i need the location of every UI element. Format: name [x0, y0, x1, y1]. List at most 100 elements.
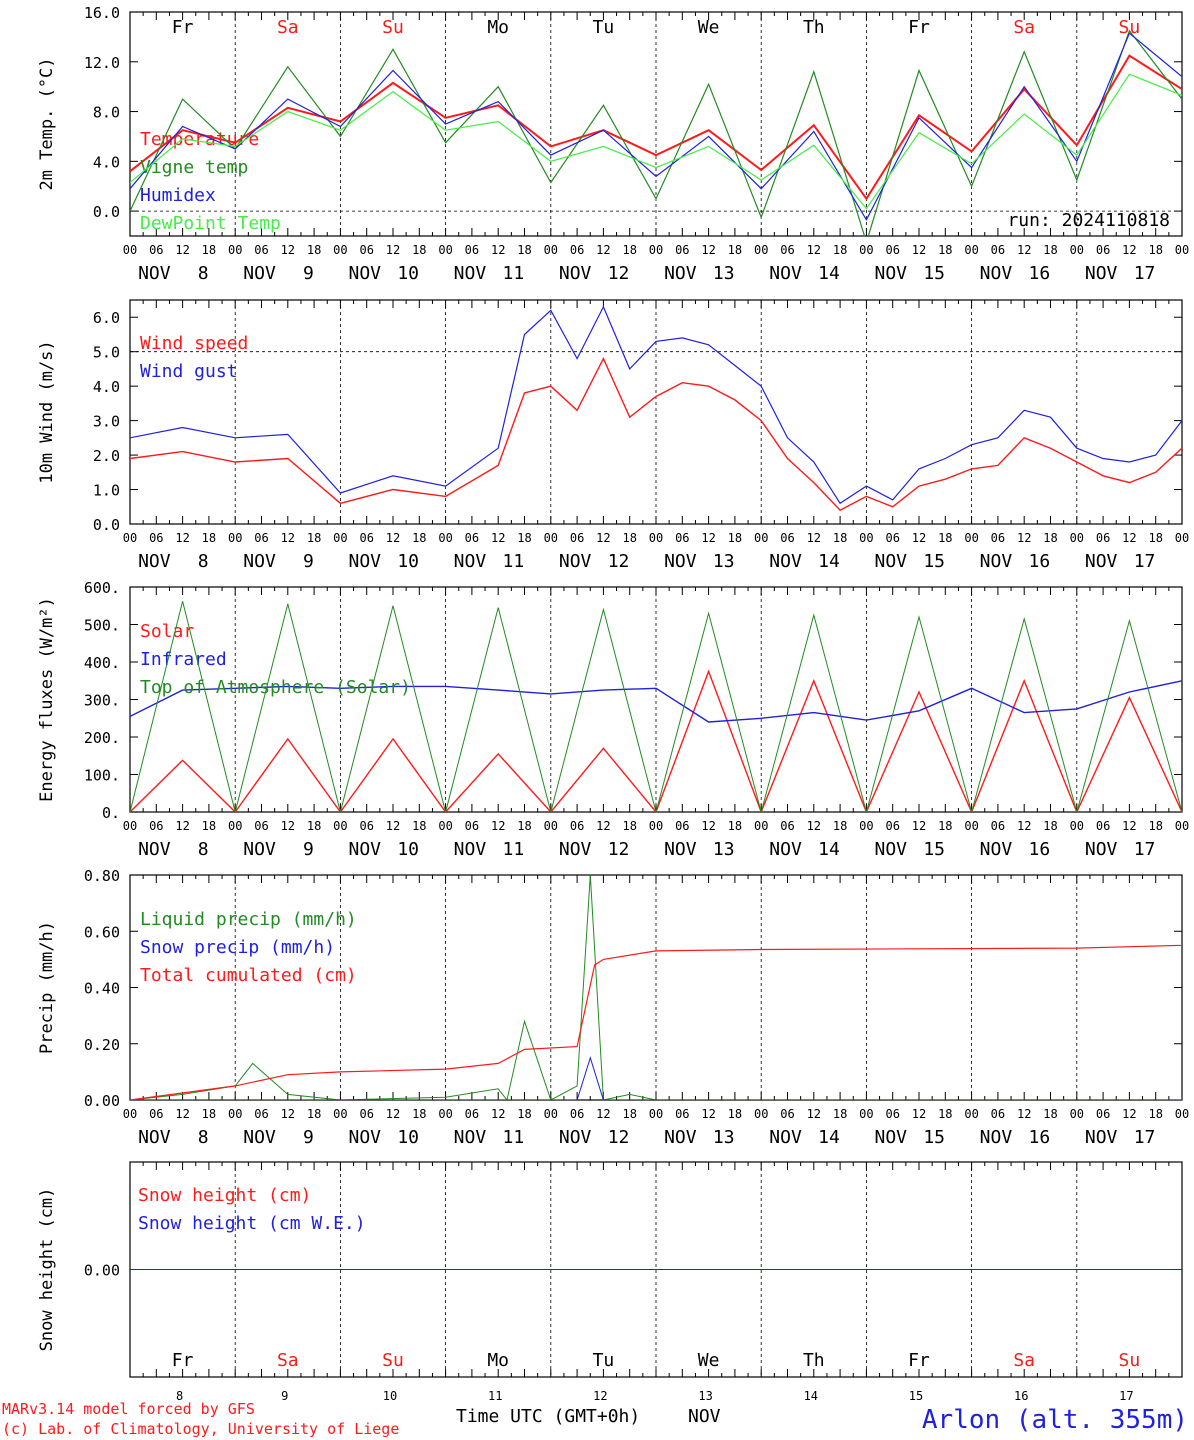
- month-label: NOV: [1085, 1127, 1118, 1148]
- hour-tick-label: 18: [1043, 819, 1057, 833]
- day-number-label: 8: [198, 1127, 209, 1148]
- hour-tick-label: 18: [1148, 1107, 1162, 1121]
- hour-tick-label: 00: [964, 819, 978, 833]
- hour-tick-label: 12: [596, 531, 610, 545]
- hour-tick-label: 12: [281, 531, 295, 545]
- hour-tick-label: 00: [649, 531, 663, 545]
- hour-tick-label: 18: [833, 243, 847, 257]
- hour-tick-label: 18: [307, 819, 321, 833]
- month-label: NOV: [980, 839, 1013, 860]
- legend-entry: Temperature: [140, 129, 259, 150]
- hour-tick-label: 06: [885, 819, 899, 833]
- hour-tick-label: 12: [175, 531, 189, 545]
- y-axis-label: 10m Wind (m/s): [37, 340, 57, 483]
- day-number-label: 12: [608, 551, 630, 572]
- day-number-label: 17: [1134, 1127, 1156, 1148]
- legend-entry: DewPoint Temp: [140, 213, 281, 234]
- legend-entry: Wind speed: [140, 333, 248, 354]
- hour-tick-label: 18: [412, 819, 426, 833]
- day-number-label: 8: [198, 551, 209, 572]
- day-number-label: 11: [488, 1389, 502, 1403]
- hour-tick-label: 00: [438, 531, 452, 545]
- hour-tick-label: 12: [1017, 1107, 1031, 1121]
- hour-tick-label: 00: [1175, 819, 1189, 833]
- hour-tick-label: 06: [570, 531, 584, 545]
- legend-entry: Snow height (cm W.E.): [138, 1213, 366, 1234]
- hour-tick-label: 06: [359, 1107, 373, 1121]
- hour-tick-label: 06: [359, 819, 373, 833]
- weekday-label: Mo: [487, 1350, 509, 1371]
- month-label: NOV: [559, 839, 592, 860]
- series-line-1: [130, 54, 1182, 201]
- y-axis-label: Energy fluxes (W/m²): [37, 597, 57, 802]
- hour-tick-label: 12: [807, 243, 821, 257]
- hour-tick-label: 12: [807, 531, 821, 545]
- hour-tick-label: 12: [281, 1107, 295, 1121]
- hour-tick-label: 12: [1017, 819, 1031, 833]
- weekday-label: Fr: [908, 1350, 930, 1371]
- y-tick-label: 0.00: [84, 1262, 120, 1280]
- hour-tick-label: 12: [912, 531, 926, 545]
- legend-entry: Vigne temp: [140, 157, 248, 178]
- series-line-2: [130, 680, 1182, 723]
- day-number-label: 13: [698, 1389, 712, 1403]
- station-label: Arlon (alt. 355m): [922, 1405, 1188, 1435]
- day-number-label: 17: [1134, 551, 1156, 572]
- month-label: NOV: [664, 263, 697, 284]
- day-number-label: 9: [303, 1127, 314, 1148]
- month-label: NOV: [874, 263, 907, 284]
- day-number-label: 9: [281, 1389, 288, 1403]
- hour-tick-label: 00: [228, 531, 242, 545]
- legend-entry: Liquid precip (mm/h): [140, 909, 357, 930]
- hour-tick-label: 18: [307, 243, 321, 257]
- day-number-label: 10: [397, 263, 419, 284]
- y-tick-label: 5.0: [93, 344, 120, 362]
- panel-2: 6.0 5.0 4.0 3.0 2.0 1.0 0.0 10m Wind (m/s) 00 06 1…: [37, 299, 1189, 572]
- month-label: NOV: [1085, 839, 1118, 860]
- hour-tick-label: 00: [228, 819, 242, 833]
- hour-tick-label: 00: [754, 243, 768, 257]
- weekday-label: Sa: [277, 1350, 299, 1371]
- y-tick-label: 6.0: [93, 309, 120, 327]
- hour-tick-label: 18: [202, 243, 216, 257]
- credit-line-2: (c) Lab. of Climatology, University of L…: [2, 1420, 399, 1438]
- month-label: NOV: [559, 551, 592, 572]
- hour-tick-label: 18: [938, 531, 952, 545]
- hour-tick-label: 00: [1175, 531, 1189, 545]
- month-label: NOV: [980, 551, 1013, 572]
- hour-tick-label: 06: [254, 531, 268, 545]
- day-number-label: 10: [383, 1389, 397, 1403]
- hour-tick-label: 12: [807, 1107, 821, 1121]
- hour-tick-label: 06: [149, 1107, 163, 1121]
- hour-tick-label: 18: [728, 531, 742, 545]
- day-number-label: 8: [176, 1389, 183, 1403]
- series-line-1: [130, 356, 1182, 512]
- hour-tick-label: 12: [1017, 243, 1031, 257]
- hour-tick-label: 12: [1017, 531, 1031, 545]
- day-number-label: 13: [713, 839, 735, 860]
- hour-tick-label: 18: [833, 819, 847, 833]
- month-label: NOV: [559, 263, 592, 284]
- hour-tick-label: 06: [885, 1107, 899, 1121]
- y-axis-label: Snow height (cm): [37, 1188, 57, 1352]
- hour-tick-label: 06: [675, 243, 689, 257]
- y-axis-label: 2m Temp. (°C): [37, 57, 57, 190]
- hour-tick-label: 18: [1043, 1107, 1057, 1121]
- hour-tick-label: 12: [491, 531, 505, 545]
- hour-tick-label: 00: [544, 819, 558, 833]
- hour-tick-label: 00: [859, 1107, 873, 1121]
- hour-tick-label: 18: [622, 819, 636, 833]
- hour-tick-label: 06: [675, 1107, 689, 1121]
- weekday-label: Su: [382, 1350, 404, 1371]
- hour-tick-label: 00: [859, 243, 873, 257]
- month-label: NOV: [348, 263, 381, 284]
- weekday-label: Mo: [487, 17, 509, 38]
- series-line-1: [130, 875, 1182, 1100]
- hour-tick-label: 06: [465, 531, 479, 545]
- legend-entry: Total cumulated (cm): [140, 965, 357, 986]
- hour-tick-label: 00: [228, 243, 242, 257]
- hour-tick-label: 06: [570, 243, 584, 257]
- day-number-label: 10: [397, 1127, 419, 1148]
- month-label: NOV: [348, 1127, 381, 1148]
